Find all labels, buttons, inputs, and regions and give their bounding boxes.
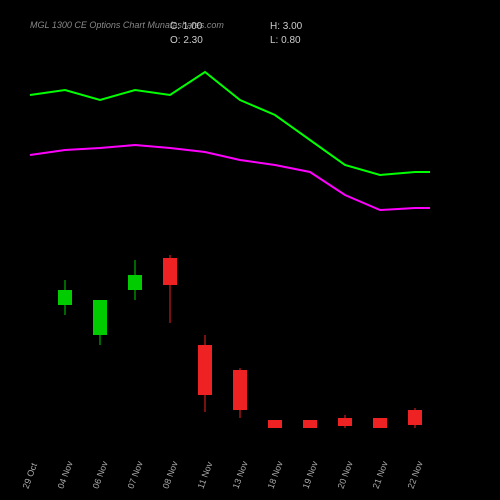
x-tick-label: 20 Nov (336, 460, 355, 490)
x-tick-label: 06 Nov (91, 460, 110, 490)
price-chart (0, 0, 500, 500)
x-tick-label: 18 Nov (266, 460, 285, 490)
x-axis-labels: 29 Oct 04 Nov 06 Nov 07 Nov 08 Nov 11 Nov 13 N… (0, 430, 500, 490)
x-tick-label: 04 Nov (56, 460, 75, 490)
x-tick-label: 21 Nov (371, 460, 390, 490)
x-tick-label: 07 Nov (126, 460, 145, 490)
x-tick-label: 19 Nov (301, 460, 320, 490)
x-tick-label: 11 Nov (196, 460, 215, 490)
x-tick-label: 13 Nov (231, 460, 250, 490)
x-tick-label: 22 Nov (406, 460, 425, 490)
x-tick-label: 29 Oct (21, 462, 39, 490)
x-tick-label: 08 Nov (161, 460, 180, 490)
